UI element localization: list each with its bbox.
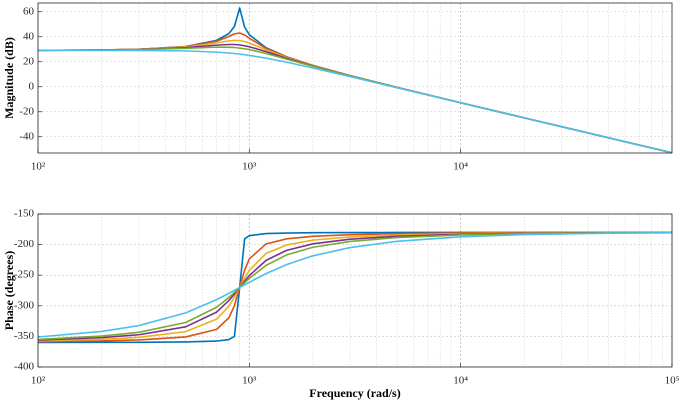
y-axis-label: Phase (degrees): [2, 251, 16, 330]
y-tick-label: 20: [23, 55, 35, 67]
x-tick-label: 10²: [31, 375, 46, 387]
y-tick-label: -250: [14, 269, 35, 281]
x-tick-label: 10³: [242, 161, 257, 173]
y-tick-label: -20: [19, 105, 34, 117]
y-tick-label: 60: [23, 5, 35, 17]
series-line: [37, 231, 673, 338]
x-tick-label: 10⁴: [453, 375, 468, 387]
y-tick-label: -350: [14, 330, 35, 342]
y-tick-label: 40: [23, 30, 35, 42]
series-line: [37, 231, 673, 341]
y-tick-label: -40: [19, 130, 34, 142]
y-tick-label: -150: [14, 208, 35, 220]
plot-frame: [37, 213, 673, 368]
x-tick-label: 10⁴: [453, 161, 468, 173]
x-tick-label: 10³: [242, 375, 257, 387]
series-line: [38, 49, 673, 154]
y-tick-label: -200: [14, 238, 35, 250]
y-tick-label: -400: [14, 361, 35, 373]
y-tick-label: 0: [29, 80, 35, 92]
y-axis-label: Magnitude (dB): [2, 37, 16, 119]
plot-frame: [37, 2, 673, 154]
y-tick-label: -300: [14, 299, 35, 311]
x-tick-label: 10²: [31, 161, 46, 173]
x-tick-label: 10⁵: [665, 375, 680, 387]
x-axis-label: Frequency (rad/s): [309, 386, 400, 400]
